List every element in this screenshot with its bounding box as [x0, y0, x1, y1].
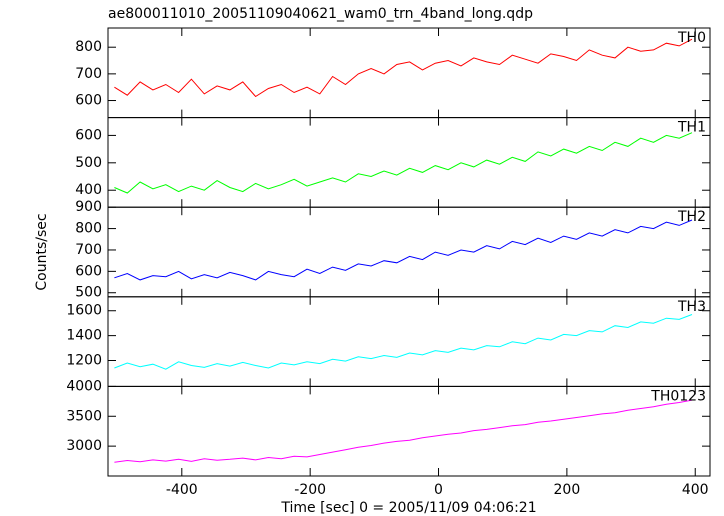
x-tick-label: 400	[682, 482, 709, 498]
y-tick-label: 400	[75, 182, 102, 198]
legend-label: TH0	[677, 30, 706, 46]
y-tick-label: 700	[75, 242, 102, 258]
y-tick-label: 500	[75, 155, 102, 171]
panel-frame	[107, 206, 711, 298]
y-tick-label: 3000	[66, 438, 102, 454]
y-tick-label: 4000	[66, 378, 102, 394]
legend-label: TH3	[677, 299, 706, 315]
x-axis-label: Time [sec] 0 = 2005/11/09 04:06:21	[280, 500, 536, 516]
y-tick-label: 900	[75, 199, 102, 215]
y-tick-label: 1600	[66, 303, 102, 319]
legend-label: TH2	[677, 209, 706, 225]
x-tick-label: 200	[554, 482, 581, 498]
legend-label: TH1	[677, 120, 706, 136]
data-line	[114, 219, 693, 281]
legend-label: TH0123	[650, 388, 706, 404]
panel-frame	[107, 117, 711, 208]
y-tick-label: 500	[75, 285, 102, 301]
y-tick-label: 600	[75, 263, 102, 279]
data-line	[114, 399, 693, 463]
x-tick-label: -200	[294, 482, 326, 498]
panel-frame	[107, 385, 711, 477]
y-axis-label: Counts/sec	[34, 213, 50, 290]
panel-frame	[107, 27, 711, 119]
y-tick-label: 800	[75, 39, 102, 55]
panel-frame	[107, 296, 711, 387]
data-line	[114, 38, 693, 98]
y-tick-label: 700	[75, 66, 102, 82]
y-tick-label: 600	[75, 127, 102, 143]
y-tick-label: 1200	[66, 353, 102, 369]
x-tick-label: 0	[434, 482, 443, 498]
data-line	[114, 132, 693, 194]
data-line	[114, 314, 693, 370]
chart-title: ae800011010_20051109040621_wam0_trn_4ban…	[108, 6, 533, 22]
y-tick-label: 600	[75, 93, 102, 109]
y-tick-label: 3500	[66, 408, 102, 424]
y-tick-label: 800	[75, 221, 102, 237]
y-tick-label: 1400	[66, 328, 102, 344]
x-tick-label: -400	[166, 482, 198, 498]
